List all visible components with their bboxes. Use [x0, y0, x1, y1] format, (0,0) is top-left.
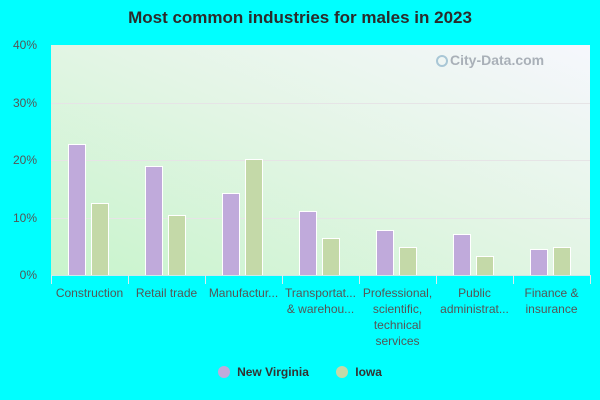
legend-label: New Virginia	[237, 365, 309, 379]
legend-label: Iowa	[355, 365, 382, 379]
x-axis-label: Manufactur...	[208, 286, 279, 300]
legend-item-iowa[interactable]: Iowa	[336, 365, 382, 379]
bar-iowa[interactable]	[476, 256, 494, 275]
x-axis-label: Construction	[55, 286, 124, 300]
x-axis-label: Finance & insurance	[524, 286, 579, 316]
x-axis-label: Transportat... & warehou...	[285, 286, 356, 316]
x-tick-mark	[128, 275, 129, 284]
watermark-text: City-Data.com	[450, 52, 545, 68]
bar-new-virginia[interactable]	[376, 230, 394, 275]
bar-new-virginia[interactable]	[453, 234, 471, 275]
x-tick-mark	[590, 275, 591, 284]
watermark: City-Data.com	[436, 52, 544, 68]
x-tick-mark	[51, 275, 52, 284]
x-tick-mark	[205, 275, 206, 284]
chart-title: Most common industries for males in 2023	[128, 8, 472, 27]
y-tick-30: 30%	[12, 96, 37, 110]
gridline	[51, 102, 590, 104]
bar-iowa[interactable]	[553, 247, 571, 275]
legend-swatch-new-virginia	[218, 366, 231, 378]
legend-swatch-iowa	[336, 366, 349, 378]
gridline	[51, 217, 590, 219]
x-tick-mark	[436, 275, 437, 284]
bar-iowa[interactable]	[322, 238, 340, 275]
x-axis-label: Public administrat...	[440, 286, 509, 316]
bar-new-virginia[interactable]	[222, 193, 240, 275]
bar-new-virginia[interactable]	[530, 248, 548, 275]
bar-new-virginia[interactable]	[68, 143, 86, 275]
x-tick-mark	[359, 275, 360, 284]
bar-iowa[interactable]	[399, 247, 417, 275]
y-tick-40: 40%	[12, 38, 37, 52]
bar-iowa[interactable]	[91, 203, 109, 275]
y-tick-20: 20%	[12, 153, 37, 167]
x-tick-mark	[282, 275, 283, 284]
legend-item-new-virginia[interactable]: New Virginia	[218, 365, 309, 379]
plot-area: City-Data.com	[51, 45, 590, 275]
x-axis-line	[51, 275, 590, 276]
bar-iowa[interactable]	[245, 159, 263, 275]
y-tick-10: 10%	[12, 211, 37, 225]
gridline	[51, 160, 590, 161]
magnifier-chart-icon	[436, 55, 448, 67]
x-axis-label: Professional, scientific, technical service…	[362, 286, 433, 348]
x-tick-mark	[513, 275, 514, 284]
bar-new-virginia[interactable]	[299, 211, 317, 275]
x-axis-label: Retail trade	[135, 286, 198, 300]
bar-iowa[interactable]	[168, 215, 186, 275]
y-tick-0: 0%	[19, 268, 37, 282]
legend: New Virginia Iowa	[0, 365, 600, 381]
bar-new-virginia[interactable]	[145, 166, 163, 275]
